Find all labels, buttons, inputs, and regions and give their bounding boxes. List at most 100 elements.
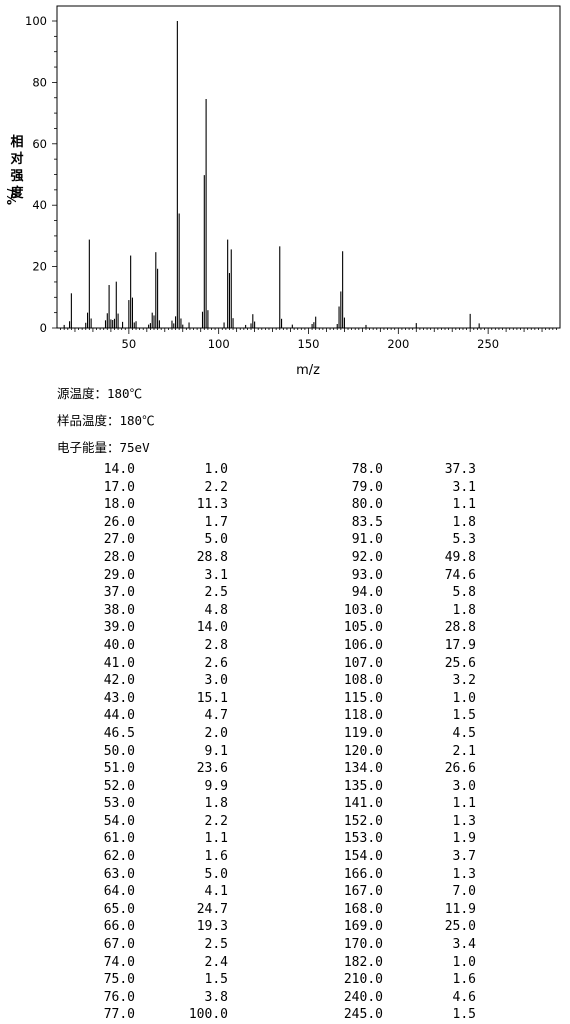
mz-value: 41.0 [103,655,135,671]
intensity-value: 25.6 [444,655,476,671]
mz-value: 240.0 [343,989,383,1005]
mz-value: 80.0 [351,497,383,513]
mz-value: 42.0 [103,673,135,689]
y-axis-label-char: 对 [10,152,24,167]
y-tick-label: 0 [40,321,47,335]
mz-value: 152.0 [343,813,383,829]
electron-energy: 电子能量：75eV [57,440,150,455]
intensity-value: 1.8 [204,796,228,812]
intensity-value: 11.3 [196,497,228,513]
mz-value: 50.0 [103,743,135,759]
mz-value: 14.0 [103,462,135,477]
intensity-value: 3.7 [452,849,476,865]
mz-value: 91.0 [351,532,383,548]
x-tick-label: 100 [208,337,230,351]
mz-value: 92.0 [351,549,383,565]
y-axis-label-char: 强 [10,169,24,184]
mz-value: 52.0 [103,778,135,794]
mz-value: 94.0 [351,585,383,601]
y-tick-label: 80 [32,75,47,89]
mz-value: 154.0 [343,849,383,865]
intensity-value: 1.1 [204,831,228,847]
mz-value: 245.0 [343,1007,383,1023]
intensity-value: 4.7 [204,708,228,724]
mz-value: 210.0 [343,972,383,988]
mz-value: 38.0 [103,602,135,618]
intensity-value: 2.2 [204,479,228,495]
intensity-value: 3.1 [452,479,476,495]
mz-value: 77.0 [103,1007,135,1023]
mz-value: 135.0 [343,778,383,794]
mz-value: 51.0 [103,761,135,777]
x-axis-label: m/z [296,363,320,378]
mz-value: 18.0 [103,497,135,513]
axis-ticks [52,20,557,334]
intensity-value: 5.0 [204,532,228,548]
mz-value: 17.0 [103,479,135,495]
intensity-value: 28.8 [444,620,476,636]
intensity-value: 1.0 [452,954,476,970]
intensity-value: 11.9 [444,901,476,917]
mz-value: 54.0 [103,813,135,829]
intensity-value: 1.3 [452,866,476,882]
mz-value: 63.0 [103,866,135,882]
y-tick-label: 20 [32,260,47,274]
intensity-value: 3.0 [452,778,476,794]
intensity-value: 5.3 [452,532,476,548]
intensity-value: 3.1 [204,567,228,583]
intensity-value: 2.0 [204,725,228,741]
intensity-value: 1.1 [452,796,476,812]
intensity-value: 100.0 [188,1007,228,1023]
mz-value: 65.0 [103,901,135,917]
mz-value: 105.0 [343,620,383,636]
mz-value: 61.0 [103,831,135,847]
intensity-value: 3.2 [452,673,476,689]
intensity-value: 1.3 [452,813,476,829]
intensity-value: 2.6 [204,655,228,671]
x-tick-label: 50 [122,337,137,351]
mz-value: 66.0 [103,919,135,935]
mz-value: 141.0 [343,796,383,812]
mz-value: 108.0 [343,673,383,689]
y-tick-label: 100 [25,14,47,28]
mz-value: 169.0 [343,919,383,935]
intensity-value: 3.8 [204,989,228,1005]
intensity-value: 25.0 [444,919,476,935]
mz-value: 29.0 [103,567,135,583]
mz-value: 167.0 [343,884,383,900]
mz-value: 79.0 [351,479,383,495]
y-axis-label: 相 对 强 度 [8,134,26,202]
intensity-value: 4.5 [452,725,476,741]
x-tick-label: 200 [387,337,409,351]
mz-value: 75.0 [103,972,135,988]
mz-value: 78.0 [351,462,383,477]
intensity-value: 3.4 [452,937,476,953]
mz-value: 118.0 [343,708,383,724]
mz-value: 134.0 [343,761,383,777]
mz-value: 39.0 [103,620,135,636]
intensity-value: 5.0 [204,866,228,882]
intensity-value: 3.0 [204,673,228,689]
mz-value: 53.0 [103,796,135,812]
mz-value: 119.0 [343,725,383,741]
mz-value: 67.0 [103,937,135,953]
intensity-value: 2.4 [204,954,228,970]
intensity-value: 1.8 [452,602,476,618]
mz-value: 166.0 [343,866,383,882]
intensity-value: 1.5 [204,972,228,988]
intensity-value: 9.1 [204,743,228,759]
intensity-value: 74.6 [444,567,476,583]
mz-value: 74.0 [103,954,135,970]
intensity-value: 37.3 [444,462,476,477]
intensity-value: 1.6 [204,849,228,865]
intensity-value: 1.0 [204,462,228,477]
mz-value: 170.0 [343,937,383,953]
intensity-value: 23.6 [196,761,228,777]
mz-value: 76.0 [103,989,135,1005]
mz-value: 103.0 [343,602,383,618]
intensity-value: 19.3 [196,919,228,935]
mz-value: 107.0 [343,655,383,671]
intensity-value: 1.6 [452,972,476,988]
axis-tick-labels: 50 100 150 200 250 0 20 40 60 80 100 [25,14,499,351]
intensity-value: 28.8 [196,549,228,565]
